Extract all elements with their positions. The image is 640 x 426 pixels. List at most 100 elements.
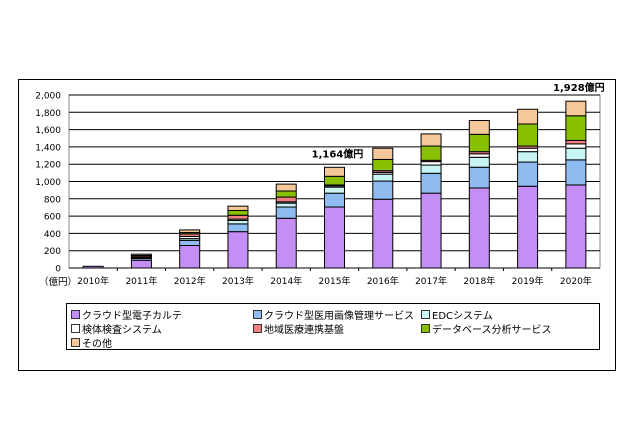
legend-swatch [71, 324, 80, 333]
bar-segment [517, 151, 539, 163]
bar-segment [130, 253, 152, 256]
legend-item: クラウド型電子カルテ [71, 307, 182, 322]
y-tick-label: 0 [55, 265, 61, 275]
bar-segment [275, 190, 297, 198]
bar-segment [227, 231, 249, 269]
y-tick-label: 1,200 [35, 161, 61, 171]
bar-segment [517, 123, 539, 147]
bar-segment [275, 202, 297, 208]
x-tick-label: 2016年 [367, 275, 399, 287]
x-tick-label: 2013年 [222, 275, 254, 287]
bar-segment [420, 161, 442, 166]
y-tick-label: 1,000 [35, 178, 61, 188]
bar-segment [517, 161, 539, 187]
y-tick-label: 600 [44, 213, 61, 223]
legend-label: EDCシステム [432, 311, 493, 322]
legend-swatch [253, 324, 262, 333]
bar-segment [227, 205, 249, 211]
bar-segment [468, 153, 490, 158]
legend-label: その他 [82, 339, 112, 350]
legend-swatch [421, 310, 430, 319]
bar-segment [179, 239, 201, 247]
legend-swatch [253, 310, 262, 319]
bar-segment [420, 133, 442, 147]
bar-segment [324, 206, 345, 269]
bar-segment [275, 217, 297, 269]
legend-label: 地域医療連携基盤 [264, 325, 344, 336]
bar-segment [372, 198, 394, 269]
bar-segment [420, 172, 442, 194]
legend-label: クラウド型医用画像管理サービス [264, 311, 414, 322]
legend-item: データベース分析サービス [421, 321, 552, 336]
bar-segment [324, 166, 345, 177]
bar-segment [420, 192, 442, 269]
bar-segment [275, 206, 297, 219]
bar-segment [179, 245, 201, 269]
legend-swatch [71, 310, 80, 319]
bar-segment [565, 139, 587, 145]
bar-segment [275, 196, 297, 203]
legend-item: 地域医療連携基盤 [253, 321, 344, 336]
bar-segment [565, 159, 587, 186]
legend-item: 検体検査システム [71, 321, 162, 336]
x-tick-label: 2019年 [512, 275, 544, 287]
x-tick-label: 2017年 [415, 275, 447, 287]
bar-segment [517, 147, 539, 153]
total-annotation: 1,164億円 [312, 147, 364, 160]
bar-segment [82, 265, 104, 269]
x-tick-label: 2014年 [270, 275, 302, 287]
bar-segment [420, 145, 442, 161]
x-tick-label: 2010年 [77, 275, 109, 287]
x-tick-label: 2011年 [125, 275, 157, 287]
bar-segment [372, 147, 394, 160]
bar-segment [565, 100, 587, 117]
bar-segment [372, 158, 394, 172]
legend-label: データベース分析サービス [432, 325, 552, 336]
y-tick-label: 1,600 [35, 126, 61, 136]
bar-segment [227, 214, 249, 220]
bar-segment [517, 185, 539, 269]
bar-segment [227, 223, 249, 233]
bar-segment [468, 156, 490, 168]
legend-swatch [421, 324, 430, 333]
bar-segment [468, 133, 490, 153]
bar-segment [517, 108, 539, 125]
bar-segment [324, 186, 345, 194]
bar-segment [227, 209, 249, 216]
unit-label: （億円） [39, 276, 77, 288]
bar-segment [468, 120, 490, 135]
bar-segment [227, 219, 249, 225]
total-annotation: 1,928億円 [553, 81, 605, 94]
bar-segment [324, 192, 345, 208]
bar-segment [179, 229, 201, 234]
bar-segment [275, 183, 297, 192]
bar-segment [372, 173, 394, 182]
bar-segment [468, 187, 490, 269]
bar-segment [565, 147, 587, 161]
legend-swatch [71, 338, 80, 347]
legend-item: EDCシステム [421, 307, 493, 322]
bar-segment [565, 115, 587, 141]
y-tick-label: 800 [44, 195, 61, 205]
y-tick-label: 1,800 [35, 109, 61, 119]
legend-label: クラウド型電子カルテ [82, 311, 182, 322]
bar-segment [130, 259, 152, 269]
y-tick-label: 400 [44, 230, 61, 240]
bar-segment [565, 184, 587, 269]
x-tick-label: 2015年 [319, 275, 351, 287]
chart-frame [18, 79, 616, 371]
legend-item: その他 [71, 335, 112, 350]
x-tick-label: 2018年 [463, 275, 495, 287]
legend-label: 検体検査システム [82, 325, 162, 336]
y-tick-label: 1,400 [35, 143, 61, 153]
y-tick-label: 2,000 [35, 92, 61, 102]
bar-segment [420, 164, 442, 174]
bar-segment [468, 166, 490, 189]
x-tick-label: 2020年 [560, 275, 592, 287]
x-tick-label: 2012年 [174, 275, 206, 287]
bar-segment [324, 175, 345, 186]
y-tick-label: 200 [44, 247, 61, 257]
legend: クラウド型電子カルテ クラウド型医用画像管理サービス EDCシステム 検体検査シ… [66, 303, 600, 350]
legend-item: クラウド型医用画像管理サービス [253, 307, 414, 322]
